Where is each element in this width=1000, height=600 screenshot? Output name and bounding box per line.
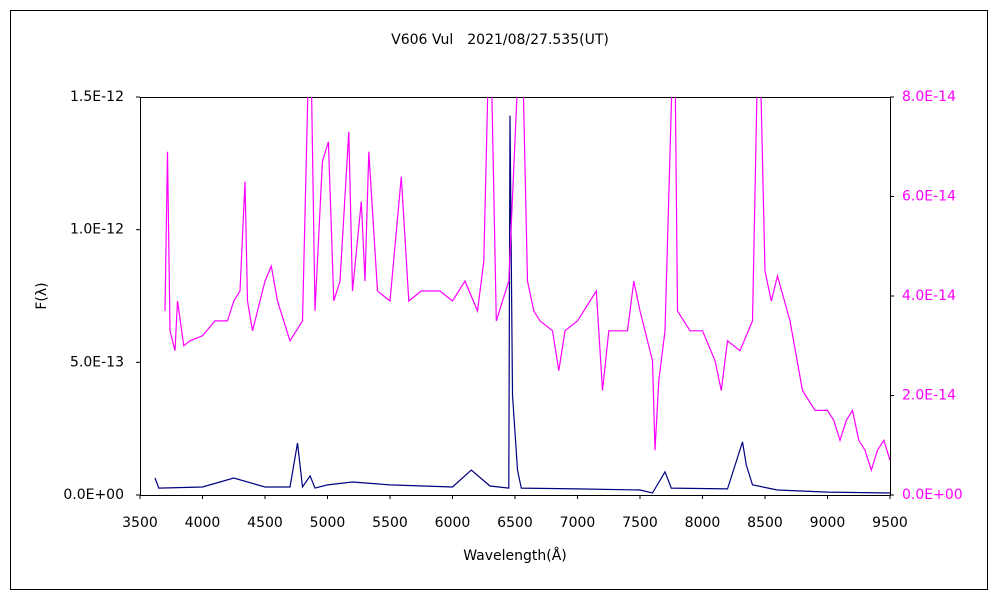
series-line bbox=[154, 115, 890, 494]
x-tick-label: 5000 bbox=[310, 515, 346, 531]
y2-tick-label: 4.0E-14 bbox=[902, 288, 956, 304]
y2-tick-label: 6.0E-14 bbox=[902, 189, 956, 205]
x-tick-label: 7500 bbox=[622, 515, 658, 531]
y2-tick-label: 8.0E-14 bbox=[902, 89, 956, 105]
y-tick-label: 1.0E-12 bbox=[70, 222, 124, 238]
x-tick-label: 5500 bbox=[372, 515, 408, 531]
y-tick-label: 1.5E-12 bbox=[70, 89, 124, 105]
x-tick-label: 4500 bbox=[247, 515, 283, 531]
x-axis-label: Wavelength(Å) bbox=[463, 547, 567, 564]
x-tick-label: 9000 bbox=[810, 515, 846, 531]
x-tick-label: 8500 bbox=[747, 515, 783, 531]
x-tick-label: 9500 bbox=[872, 515, 908, 531]
y-axis-label: F(λ) bbox=[34, 282, 50, 309]
y-tick-label: 0.0E+00 bbox=[63, 487, 124, 503]
x-tick-label: 3500 bbox=[122, 515, 158, 531]
x-tick-label: 6500 bbox=[497, 515, 533, 531]
x-tick-label: 4000 bbox=[185, 515, 221, 531]
plot-lines bbox=[154, 97, 890, 494]
x-tick-label: 7000 bbox=[560, 515, 596, 531]
y-tick-label: 5.0E-13 bbox=[70, 354, 124, 370]
y2-tick-label: 0.0E+00 bbox=[902, 487, 963, 503]
frame bbox=[10, 10, 988, 590]
x-tick-label: 8000 bbox=[685, 515, 721, 531]
chart-title: V606 Vul 2021/08/27.535(UT) bbox=[391, 32, 609, 48]
y2-tick-label: 2.0E-14 bbox=[902, 388, 956, 404]
series-line bbox=[164, 97, 890, 473]
x-tick-label: 6000 bbox=[435, 515, 471, 531]
